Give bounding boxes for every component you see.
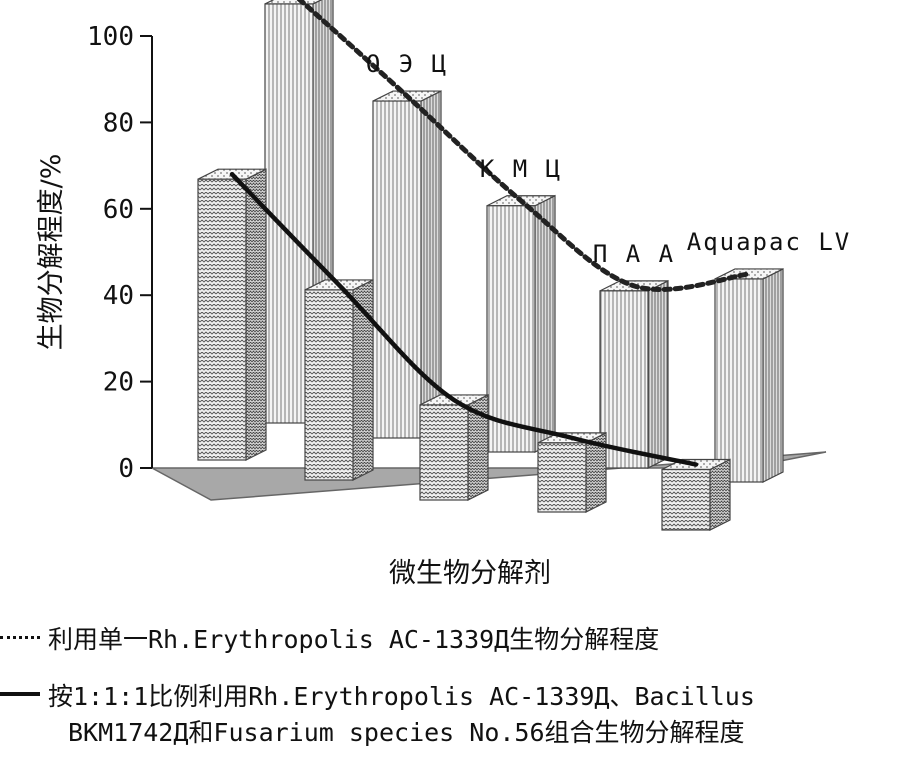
category-label: П А А — [593, 240, 675, 268]
x-axis-title: 微生物分解剂 — [389, 558, 551, 589]
y-axis-title: 生物分解程度/% — [36, 154, 67, 351]
legend-item-combined-strains: 按1:1:1比例利用Rh.Erythropolis AC-1339Д、Bacil… — [0, 677, 755, 749]
y-tick-label: 40 — [103, 281, 134, 311]
back-bar — [599, 279, 669, 469]
back-bar — [486, 194, 556, 453]
back-bar — [714, 267, 784, 483]
y-tick-label: 20 — [103, 368, 134, 398]
y-tick-label: 100 — [87, 22, 134, 52]
y-tick-label: 80 — [103, 108, 134, 138]
category-label: К М Ц — [480, 155, 562, 183]
series-line-combined-strains — [229, 171, 699, 467]
front-bar — [197, 168, 267, 461]
legend-solid-swatch — [0, 692, 40, 696]
front-bar — [304, 278, 374, 481]
back-bar — [372, 90, 442, 439]
legend-item-single-strain: 利用单一Rh.Erythropolis AC-1339Д生物分解程度 — [0, 620, 659, 656]
series-line-single-strain — [296, 0, 752, 292]
y-tick-label: 60 — [103, 195, 134, 225]
legend-label-combined-line1: 按1:1:1比例利用Rh.Erythropolis AC-1339Д、Bacil… — [48, 682, 755, 711]
legend-label-single-strain: 利用单一Rh.Erythropolis AC-1339Д生物分解程度 — [48, 625, 660, 654]
y-tick-label: 0 — [118, 454, 134, 484]
legend-dotted-swatch — [0, 635, 40, 639]
y-axis-ticks: 0 20 40 60 80 100 — [87, 22, 152, 484]
category-label: Aquapac LV — [687, 228, 852, 256]
front-bar-series — [197, 168, 731, 531]
category-label: О Э Ц — [366, 50, 448, 78]
front-bar — [419, 393, 489, 501]
front-bar — [661, 458, 731, 531]
legend-label-combined-line2: BKM1742Д和Fusarium species No.56组合生物分解程度 — [68, 718, 745, 747]
